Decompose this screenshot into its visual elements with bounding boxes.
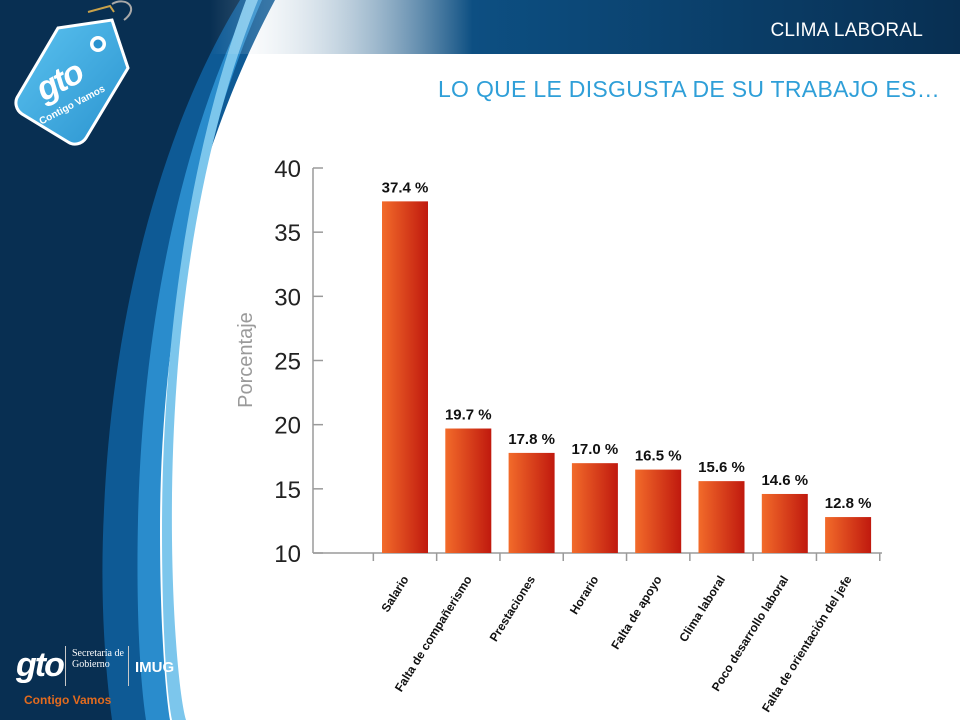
y-axis-label: Porcentaje bbox=[235, 312, 257, 408]
category-label: Salario bbox=[378, 573, 411, 614]
bars bbox=[372, 201, 881, 561]
footer-tagline: Contigo Vamos bbox=[24, 693, 112, 707]
footer-divider bbox=[65, 646, 66, 686]
bar bbox=[761, 493, 808, 553]
bar-value-label: 19.7 % bbox=[445, 407, 492, 424]
footer-imug-logo: IMUG bbox=[135, 659, 175, 676]
value-labels: 37.4 % 19.7 % 17.8 % 17.0 % 16.5 % 15.6 % 14.6… bbox=[382, 179, 872, 512]
y-tick-label: 40 bbox=[274, 156, 301, 183]
category-label: Falta de apoyo bbox=[608, 573, 664, 652]
bar-value-label: 17.8 % bbox=[508, 431, 555, 448]
footer-divider-2 bbox=[128, 646, 129, 686]
bar bbox=[445, 428, 492, 553]
footer-gto-logo: gto bbox=[16, 646, 65, 684]
bar-value-label: 12.8 % bbox=[825, 495, 872, 512]
bar-value-label: 17.0 % bbox=[572, 441, 619, 458]
gto-tag-logo bbox=[14, 0, 132, 146]
bar bbox=[571, 463, 618, 553]
category-label: Clima laboral bbox=[676, 573, 728, 644]
y-tick-label: 15 bbox=[274, 477, 301, 504]
y-tick-label: 35 bbox=[274, 220, 301, 247]
category-label: Horario bbox=[567, 573, 601, 617]
section-label: CLIMA LABORAL bbox=[770, 20, 923, 41]
bar bbox=[635, 469, 682, 553]
bar-value-label: 15.6 % bbox=[698, 459, 745, 476]
bar-value-label: 14.6 % bbox=[761, 472, 808, 489]
bar bbox=[698, 481, 745, 553]
y-tick-label: 25 bbox=[274, 349, 301, 376]
y-tick-label: 10 bbox=[274, 541, 301, 568]
bar-value-label: 16.5 % bbox=[635, 448, 682, 465]
bar bbox=[508, 452, 555, 553]
bar bbox=[825, 517, 872, 553]
bar-value-label: 37.4 % bbox=[382, 179, 429, 196]
y-tick-label: 20 bbox=[274, 413, 301, 440]
category-label: Prestaciones bbox=[487, 573, 539, 644]
bar bbox=[382, 201, 428, 553]
y-tick-label: 30 bbox=[274, 284, 301, 311]
slide-title: LO QUE LE DISGUSTA DE SU TRABAJO ES… bbox=[437, 76, 940, 102]
footer-secretaria: Secretaría de Gobierno bbox=[72, 648, 124, 670]
